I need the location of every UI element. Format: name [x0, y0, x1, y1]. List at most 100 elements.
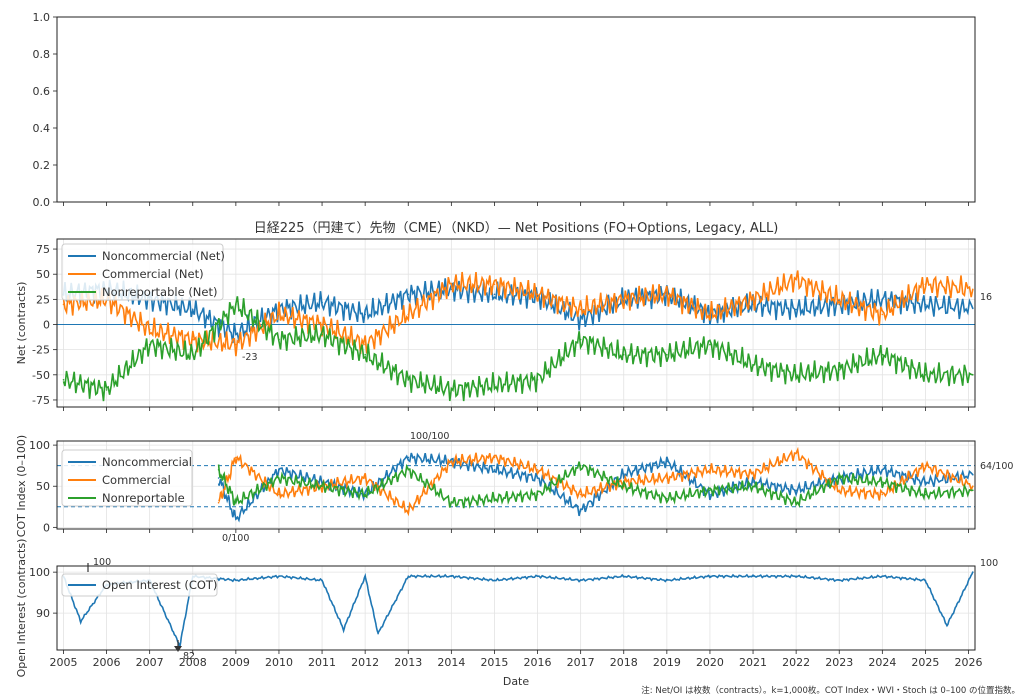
- net-panel: 日経225（円建て）先物（CME）（NKD）— Net Positions (F…: [15, 221, 992, 411]
- data-point: [536, 575, 539, 577]
- data-point: [709, 575, 711, 577]
- x-axis-label: Date: [503, 675, 530, 688]
- data-point: [924, 303, 927, 306]
- oi-panel: 90 100 2005 2006 2007 2008 2009 2010 2011 2012 20…: [15, 539, 998, 688]
- legend-nonreportable: Nonreportable: [102, 491, 185, 505]
- x-tick-label: 2009: [222, 656, 250, 669]
- data-point: [342, 628, 345, 631]
- legend-open-interest: Open Interest (COT): [102, 578, 217, 592]
- series-line-nonreportable: [217, 461, 973, 510]
- empty-panel: 0.0 0.2 0.4 0.6 0.8 1.0: [33, 11, 976, 209]
- data-point: [579, 308, 582, 311]
- y-tick-label: 0.2: [33, 159, 51, 172]
- data-point: [321, 333, 323, 336]
- legend-commercial: Commercial: [102, 473, 171, 487]
- x-tick-label: 2013: [394, 656, 422, 669]
- y-tick-label: 90: [36, 607, 50, 620]
- x-tick-label: 2026: [955, 656, 983, 669]
- net-legend: Noncommercial (Net) Commercial (Net) Non…: [61, 243, 225, 301]
- data-point: [493, 293, 496, 296]
- data-point: [622, 298, 625, 301]
- data-point: [278, 477, 280, 479]
- oi-legend: Open Interest (COT): [61, 573, 218, 597]
- data-point: [407, 510, 410, 512]
- y-tick-label: -25: [32, 344, 50, 357]
- data-point: [579, 579, 582, 582]
- oi-last-label: 100: [980, 558, 998, 569]
- data-point: [795, 575, 797, 577]
- data-point: [795, 452, 797, 455]
- data-point: [192, 308, 194, 311]
- legend-noncommercial: Noncommercial: [102, 455, 192, 469]
- data-point: [321, 323, 323, 326]
- y-tick-label: 0: [43, 319, 50, 332]
- data-point: [377, 632, 379, 635]
- oi-panel-frame: [56, 565, 976, 651]
- y-tick-label: 100: [29, 566, 50, 579]
- x-tick-label: 2015: [480, 656, 508, 669]
- y-tick-label: -50: [32, 369, 50, 382]
- data-point: [881, 469, 884, 471]
- x-tick-label: 2011: [308, 656, 336, 669]
- data-point: [407, 469, 410, 471]
- data-point: [235, 579, 237, 582]
- data-point: [62, 379, 65, 381]
- data-point: [493, 497, 496, 500]
- data-point: [622, 485, 625, 488]
- data-point: [364, 353, 367, 356]
- data-point: [407, 379, 410, 381]
- data-point: [217, 477, 220, 479]
- data-point: [148, 328, 151, 331]
- data-point: [407, 293, 410, 296]
- cot-max-label: 100/100: [410, 431, 449, 442]
- data-point: [972, 571, 974, 573]
- data-point: [972, 307, 974, 310]
- data-point: [752, 485, 754, 488]
- data-point: [450, 283, 453, 286]
- data-point: [493, 469, 496, 471]
- data-point: [752, 575, 754, 577]
- data-point: [924, 374, 927, 376]
- data-point: [536, 293, 539, 296]
- y-tick-label: 25: [36, 293, 50, 306]
- legend-noncommercial-net: Noncommercial (Net): [102, 249, 225, 263]
- data-point: [235, 456, 237, 459]
- data-point: [924, 283, 927, 286]
- oi-legend-box: [61, 573, 218, 597]
- data-point: [407, 313, 410, 316]
- data-point: [579, 464, 582, 467]
- data-point: [536, 469, 539, 471]
- data-point: [278, 469, 280, 471]
- net-ylabel: Net (contracts): [15, 282, 28, 365]
- x-tick-label: 2005: [49, 656, 77, 669]
- cot-min-label: 0/100: [222, 533, 249, 544]
- x-tick-label: 2025: [911, 656, 939, 669]
- oi-ylabel: Open Interest (contracts): [15, 539, 28, 678]
- data-point: [148, 343, 151, 346]
- data-point: [450, 389, 453, 391]
- data-point: [838, 298, 840, 301]
- data-point: [972, 473, 974, 476]
- y-tick-label: 0.0: [33, 196, 51, 209]
- chart-title: 日経225（円建て）先物（CME）（NKD）— Net Positions (F…: [254, 221, 779, 236]
- x-tick-label: 2012: [351, 656, 379, 669]
- data-point: [752, 298, 754, 301]
- empty-panel-frame: [56, 16, 976, 203]
- data-point: [192, 338, 194, 341]
- data-point: [622, 575, 625, 577]
- data-point: [666, 579, 668, 582]
- data-point: [407, 575, 410, 577]
- data-point: [192, 353, 194, 356]
- x-tick-label: 2016: [524, 656, 552, 669]
- cot-legend: Noncommercial Commercial Nonreportable: [61, 449, 193, 507]
- y-tick-label: 50: [36, 480, 50, 493]
- net-panel-frame: [56, 238, 976, 408]
- y-tick-label: 100: [29, 439, 50, 452]
- data-point: [795, 489, 797, 492]
- data-point: [364, 493, 367, 496]
- data-point: [235, 518, 237, 520]
- data-point: [709, 313, 711, 316]
- oi-max-label: 100: [93, 557, 111, 568]
- data-point: [752, 473, 754, 475]
